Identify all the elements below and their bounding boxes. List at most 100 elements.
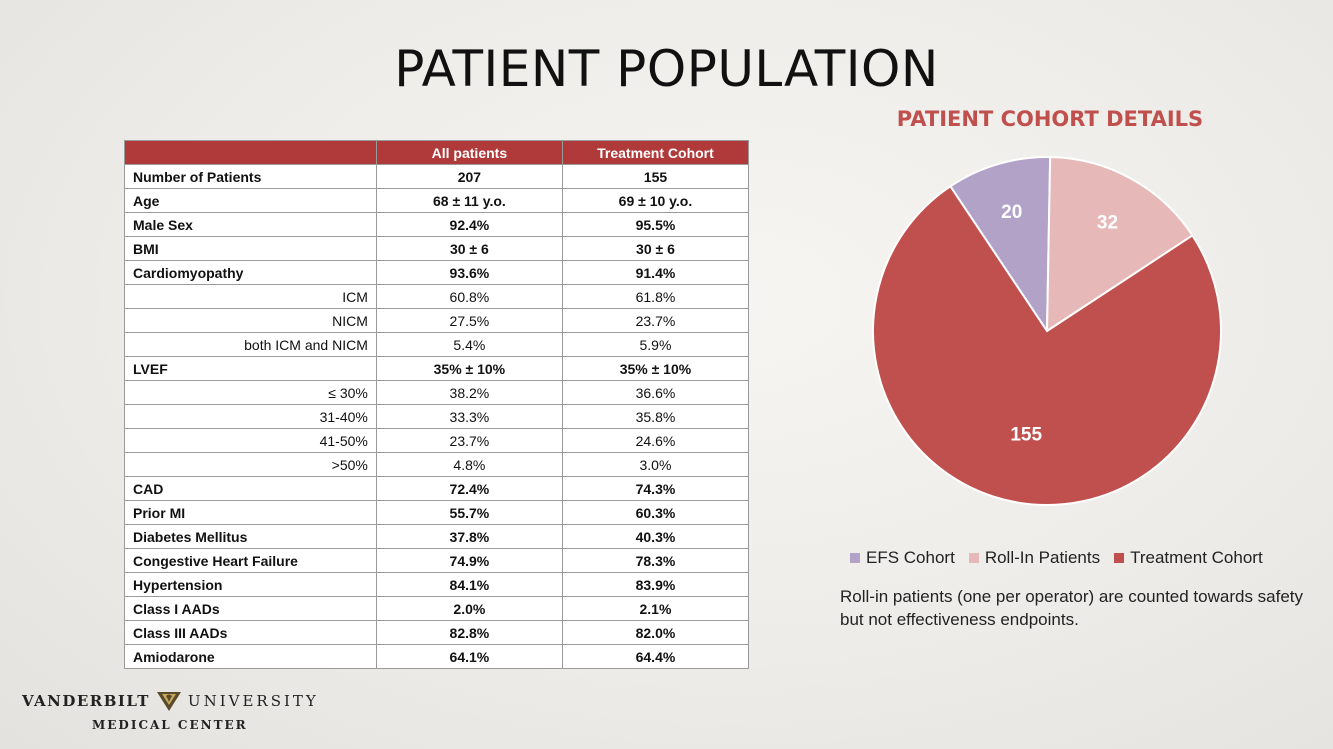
vanderbilt-logo: VANDERBILT UNIVERSITY MEDICAL CENTER [22, 690, 319, 732]
pie-label-efs: 20 [1001, 202, 1022, 223]
table-row: Male Sex 92.4% 95.5% [124, 212, 750, 237]
legend-swatch-treatment [1114, 553, 1125, 563]
page-title: PATIENT POPULATION [394, 40, 939, 98]
legend-item-efs: EFS Cohort [850, 548, 955, 568]
all-patients-value: 35% ± 10% [375, 356, 563, 381]
row-label: Number of Patients [124, 164, 377, 189]
cohort-pie-chart: 20 32 155 [872, 156, 1222, 506]
pie-slice-roll-in [1045, 156, 1194, 333]
treatment-cohort-value: 82.0% [561, 620, 750, 645]
logo-text-medical-center: MEDICAL CENTER [92, 718, 248, 732]
row-label: Amiodarone [124, 644, 377, 669]
row-label: Class I AADs [124, 596, 377, 621]
row-label: NICM [124, 308, 377, 333]
row-label: >50% [124, 452, 377, 477]
pie-label-roll-in: 32 [1097, 212, 1118, 233]
roll-in-note: Roll-in patients (one per operator) are … [840, 587, 1304, 629]
table-row: BMI 30 ± 6 30 ± 6 [124, 236, 750, 261]
treatment-cohort-value: 74.3% [561, 476, 750, 501]
table-row: Hypertension 84.1% 83.9% [124, 572, 750, 597]
row-label: ICM [124, 284, 377, 309]
table-header-row: All patients Treatment Cohort [124, 140, 750, 165]
treatment-cohort-value: 23.7% [561, 308, 750, 333]
table-row: Age 68 ± 11 y.o. 69 ± 10 y.o. [124, 188, 750, 213]
treatment-cohort-value: 61.8% [561, 284, 750, 309]
row-label: BMI [124, 236, 377, 261]
treatment-cohort-value: 30 ± 6 [561, 236, 750, 261]
row-label: CAD [124, 476, 377, 501]
treatment-cohort-value: 78.3% [561, 548, 750, 573]
all-patients-value: 23.7% [375, 428, 563, 453]
row-label: Congestive Heart Failure [124, 548, 377, 573]
patient-population-table: All patients Treatment Cohort Number of … [124, 140, 750, 669]
chart-title: PATIENT COHORT DETAILS [896, 107, 1204, 131]
all-patients-value: 207 [375, 164, 563, 189]
table-row: Prior MI 55.7% 60.3% [124, 500, 750, 525]
table-row: Congestive Heart Failure 74.9% 78.3% [124, 548, 750, 573]
all-patients-value: 84.1% [375, 572, 563, 597]
table-row: Diabetes Mellitus 37.8% 40.3% [124, 524, 750, 549]
treatment-cohort-value: 24.6% [561, 428, 750, 453]
all-patients-value: 38.2% [375, 380, 563, 405]
chart-legend: EFS Cohort Roll-In Patients Treatment Co… [850, 548, 1263, 568]
table-row: 31-40% 33.3% 35.8% [124, 404, 750, 429]
treatment-cohort-value: 40.3% [561, 524, 750, 549]
treatment-cohort-value: 64.4% [561, 644, 750, 669]
row-label: Diabetes Mellitus [124, 524, 377, 549]
all-patients-value: 82.8% [375, 620, 563, 645]
legend-label-efs: EFS Cohort [866, 548, 955, 567]
table-body: Number of Patients 207 155 Age 68 ± 11 y.o. 6… [124, 164, 750, 669]
all-patients-value: 4.8% [375, 452, 563, 477]
table-row: Cardiomyopathy 93.6% 91.4% [124, 260, 750, 285]
table-row: CAD 72.4% 74.3% [124, 476, 750, 501]
treatment-cohort-value: 60.3% [561, 500, 750, 525]
pie-label-treatment: 155 [1010, 424, 1042, 445]
treatment-cohort-value: 95.5% [561, 212, 750, 237]
all-patients-value: 72.4% [375, 476, 563, 501]
table-row: 41-50% 23.7% 24.6% [124, 428, 750, 453]
treatment-cohort-value: 155 [561, 164, 750, 189]
table-row: Class III AADs 82.8% 82.0% [124, 620, 750, 645]
vanderbilt-v-oak-icon [156, 692, 181, 711]
all-patients-value: 37.8% [375, 524, 563, 549]
all-patients-value: 27.5% [375, 308, 563, 333]
treatment-cohort-value: 3.0% [561, 452, 750, 477]
treatment-cohort-value: 35% ± 10% [561, 356, 750, 381]
table-row: Class I AADs 2.0% 2.1% [124, 596, 750, 621]
row-label: 31-40% [124, 404, 377, 429]
legend-swatch-efs [850, 553, 860, 563]
all-patients-value: 74.9% [375, 548, 563, 573]
row-label: 41-50% [124, 428, 377, 453]
treatment-cohort-value: 36.6% [561, 380, 750, 405]
row-label: Prior MI [124, 500, 377, 525]
pie-slice-treatment [872, 184, 1222, 506]
all-patients-value: 92.4% [375, 212, 563, 237]
all-patients-value: 68 ± 11 y.o. [375, 188, 563, 213]
all-patients-value: 64.1% [375, 644, 563, 669]
table-row: Amiodarone 64.1% 64.4% [124, 644, 750, 669]
all-patients-value: 2.0% [375, 596, 563, 621]
table-row: >50% 4.8% 3.0% [124, 452, 750, 477]
treatment-cohort-value: 2.1% [561, 596, 750, 621]
all-patients-value: 93.6% [375, 260, 563, 285]
table-row: NICM 27.5% 23.7% [124, 308, 750, 333]
table-row: both ICM and NICM 5.4% 5.9% [124, 332, 750, 357]
treatment-cohort-value: 91.4% [561, 260, 750, 285]
legend-label-roll-in: Roll-In Patients [984, 548, 1101, 567]
legend-item-roll-in: Roll-In Patients [968, 548, 1101, 568]
table-row: LVEF 35% ± 10% 35% ± 10% [124, 356, 750, 381]
treatment-cohort-value: 5.9% [561, 332, 750, 357]
legend-item-treatment: Treatment Cohort [1114, 548, 1263, 568]
row-label: Age [124, 188, 377, 213]
all-patients-value: 55.7% [375, 500, 563, 525]
row-label: both ICM and NICM [124, 332, 377, 357]
row-label: Male Sex [124, 212, 377, 237]
table-row: ≤ 30% 38.2% 36.6% [124, 380, 750, 405]
all-patients-value: 30 ± 6 [375, 236, 563, 261]
table-header-treatment-cohort: Treatment Cohort [561, 140, 750, 165]
all-patients-value: 33.3% [375, 404, 563, 429]
logo-text-university: UNIVERSITY [187, 692, 319, 710]
table-header-blank [124, 140, 377, 165]
treatment-cohort-value: 83.9% [561, 572, 750, 597]
table-header-all-patients: All patients [375, 140, 563, 165]
